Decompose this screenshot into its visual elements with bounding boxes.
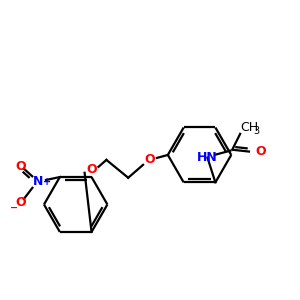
- Text: −: −: [10, 203, 18, 213]
- Text: O: O: [15, 196, 26, 209]
- Text: N: N: [33, 176, 43, 188]
- Text: 3: 3: [253, 126, 259, 136]
- Text: O: O: [145, 153, 155, 167]
- Text: O: O: [86, 163, 97, 176]
- Text: HN: HN: [197, 151, 218, 164]
- Text: CH: CH: [240, 122, 258, 134]
- Text: +: +: [43, 177, 51, 187]
- Text: O: O: [255, 145, 266, 158]
- Text: O: O: [15, 160, 26, 172]
